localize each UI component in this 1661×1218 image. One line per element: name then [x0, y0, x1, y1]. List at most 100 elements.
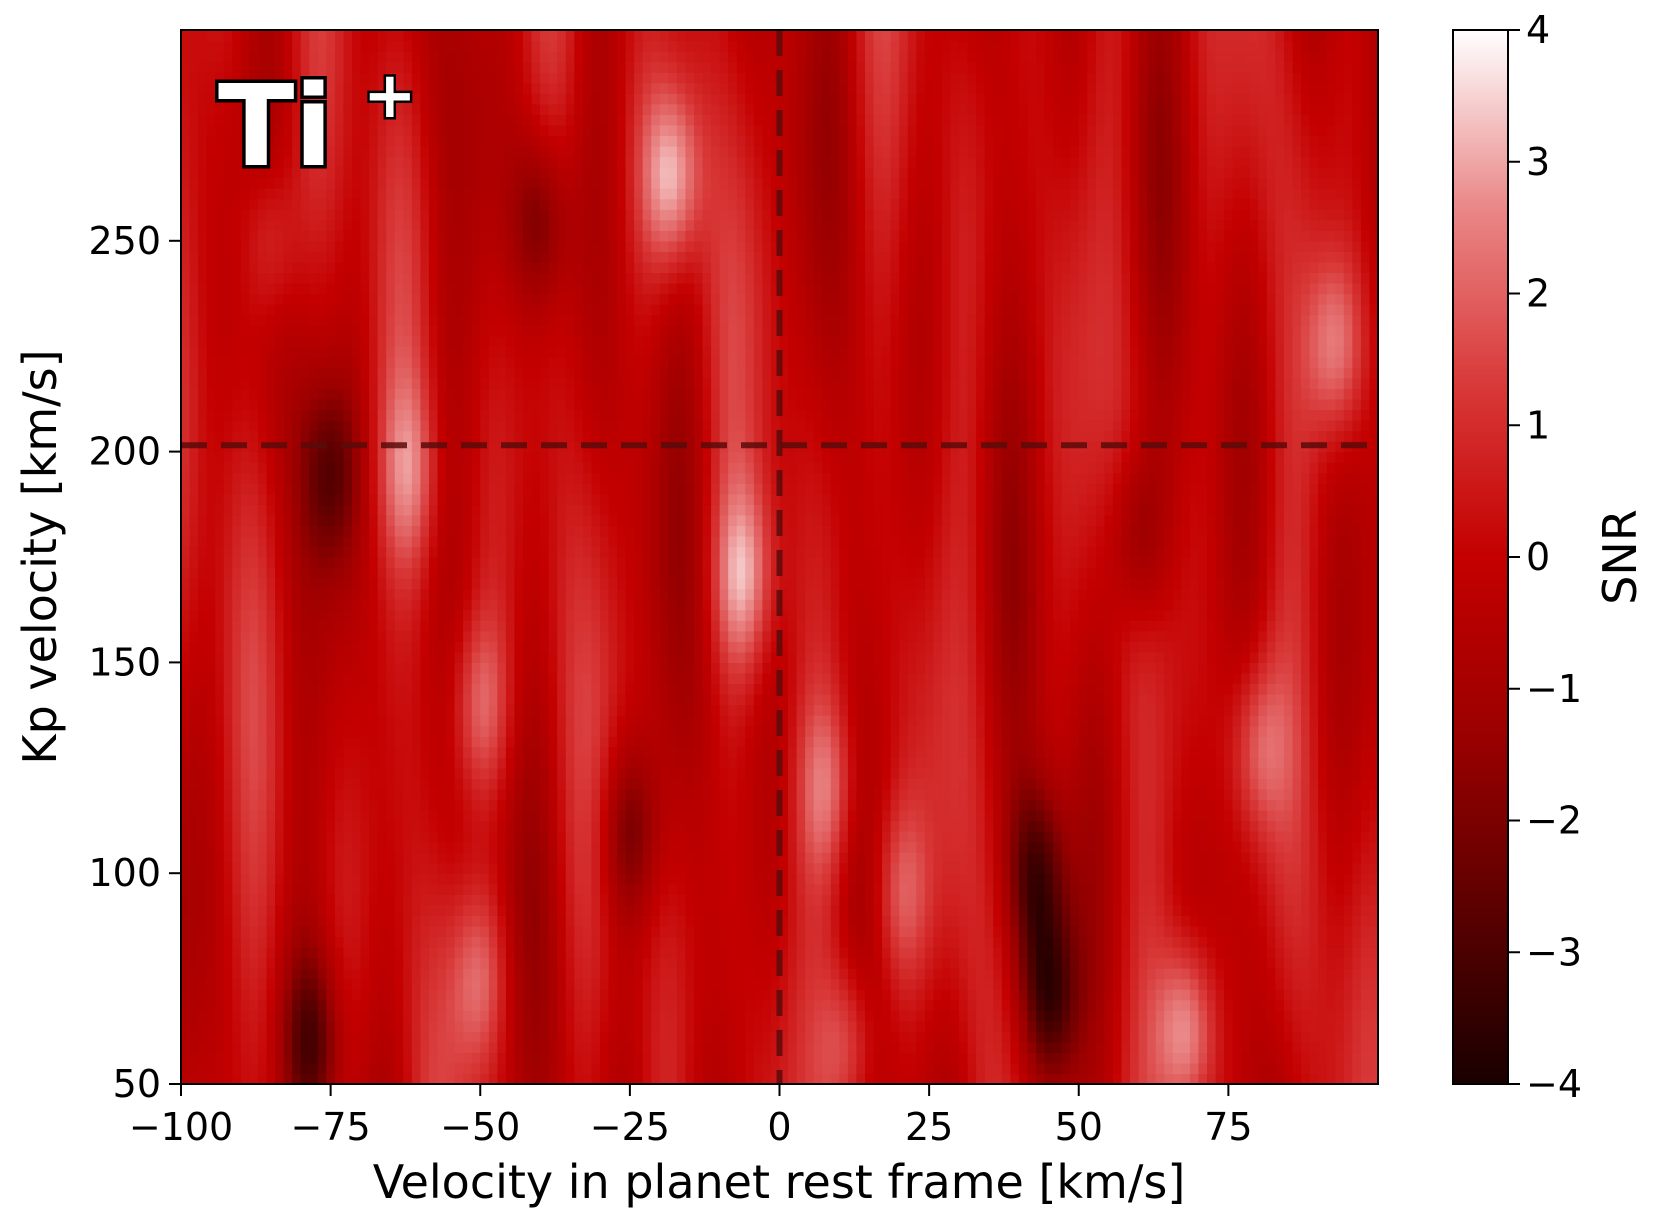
- heatmap-cell: [1318, 1073, 1328, 1084]
- heatmap-cell: [856, 852, 866, 864]
- heatmap-cell: [907, 936, 917, 948]
- heatmap-cell: [454, 978, 464, 990]
- heatmap-cell: [745, 883, 755, 895]
- heatmap-cell: [1181, 1073, 1191, 1084]
- heatmap-cell: [1078, 1031, 1088, 1043]
- heatmap-cell: [839, 989, 849, 1001]
- heatmap-cell: [523, 894, 533, 906]
- heatmap-cell: [317, 852, 327, 864]
- heatmap-cell: [446, 1041, 456, 1053]
- heatmap-cell: [1275, 852, 1285, 864]
- heatmap-cell: [437, 767, 447, 779]
- heatmap-cell: [463, 1031, 473, 1043]
- heatmap-cell: [1036, 989, 1046, 1001]
- heatmap-cell: [1112, 1031, 1123, 1043]
- heatmap-cell: [514, 862, 524, 874]
- heatmap-cell: [711, 946, 721, 959]
- heatmap-cell: [215, 894, 225, 906]
- heatmap-cell: [1027, 746, 1037, 758]
- heatmap-cell: [1138, 1041, 1148, 1053]
- heatmap-cell: [446, 746, 456, 758]
- heatmap-cell: [454, 894, 464, 906]
- heatmap-cell: [548, 957, 558, 969]
- heatmap-cell: [899, 1010, 909, 1022]
- heatmap-cell: [360, 1031, 370, 1043]
- heatmap-cell: [1130, 915, 1140, 927]
- heatmap-cell: [608, 809, 618, 822]
- heatmap-cell: [446, 904, 456, 916]
- heatmap-cell: [471, 936, 481, 948]
- heatmap-cell: [232, 704, 242, 716]
- heatmap-cell: [830, 1010, 840, 1022]
- heatmap-cell: [659, 873, 669, 885]
- heatmap-cell: [369, 883, 379, 895]
- heatmap-cell: [514, 999, 524, 1011]
- heatmap-cell: [907, 1010, 917, 1022]
- heatmap-cell: [1335, 736, 1345, 748]
- heatmap-cell: [1010, 831, 1020, 843]
- heatmap-cell: [420, 1031, 430, 1043]
- heatmap-cell: [847, 1052, 858, 1064]
- heatmap-cell: [993, 746, 1003, 758]
- heatmap-cell: [1036, 725, 1046, 737]
- heatmap-cell: [223, 725, 233, 737]
- heatmap-cell: [1130, 904, 1140, 916]
- heatmap-cell: [275, 873, 285, 885]
- heatmap-cell: [463, 809, 473, 822]
- heatmap-cell: [343, 946, 353, 959]
- heatmap-cell: [599, 873, 610, 885]
- heatmap-cell: [1360, 1041, 1371, 1053]
- heatmap-cell: [1164, 746, 1174, 758]
- heatmap-cell: [608, 725, 618, 737]
- heatmap-cell: [257, 862, 268, 874]
- heatmap-cell: [694, 957, 704, 969]
- heatmap-cell: [822, 862, 832, 874]
- heatmap-cell: [924, 862, 934, 874]
- heatmap-cell: [796, 809, 806, 822]
- heatmap-cell: [865, 1031, 875, 1043]
- heatmap-cell: [1266, 725, 1276, 737]
- heatmap-cell: [1070, 989, 1080, 1001]
- heatmap-cell: [711, 999, 721, 1011]
- heatmap-cell: [907, 799, 917, 811]
- heatmap-cell: [454, 725, 464, 737]
- heatmap-cell: [924, 799, 934, 811]
- heatmap-cell: [1275, 1010, 1285, 1022]
- heatmap-cell: [779, 757, 789, 769]
- heatmap-cell: [959, 725, 969, 737]
- heatmap-cell: [762, 820, 772, 832]
- heatmap-cell: [984, 925, 994, 938]
- heatmap-cell: [1044, 873, 1054, 885]
- heatmap-cell: [839, 704, 849, 716]
- heatmap-cell: [736, 746, 746, 758]
- heatmap-cell: [215, 1052, 225, 1064]
- heatmap-cell: [959, 778, 969, 790]
- heatmap-cell: [1215, 736, 1225, 748]
- heatmap-cell: [1164, 915, 1174, 927]
- heatmap-cell: [873, 725, 883, 737]
- heatmap-cell: [317, 841, 327, 853]
- heatmap-cell: [1053, 715, 1063, 727]
- heatmap-cell: [865, 809, 875, 822]
- heatmap-cell: [1215, 915, 1225, 927]
- heatmap-cell: [1053, 746, 1063, 758]
- heatmap-cell: [1283, 936, 1294, 948]
- heatmap-cell: [505, 1041, 516, 1053]
- heatmap-cell: [1147, 725, 1157, 737]
- heatmap-cell: [548, 1062, 558, 1075]
- heatmap-cell: [1232, 1073, 1242, 1084]
- heatmap-cell: [694, 820, 704, 832]
- heatmap-cell: [967, 1052, 977, 1064]
- heatmap-cell: [685, 841, 695, 853]
- heatmap-cell: [967, 746, 977, 758]
- heatmap-cell: [309, 894, 319, 906]
- heatmap-cell: [1010, 957, 1020, 969]
- heatmap-cell: [634, 1031, 644, 1043]
- heatmap-cell: [865, 957, 875, 969]
- heatmap-cell: [1138, 989, 1148, 1001]
- heatmap-cell: [1087, 904, 1097, 916]
- heatmap-cell: [685, 788, 695, 801]
- heatmap-cell: [198, 946, 208, 959]
- heatmap-cell: [1164, 1062, 1174, 1075]
- heatmap-cell: [976, 1052, 986, 1064]
